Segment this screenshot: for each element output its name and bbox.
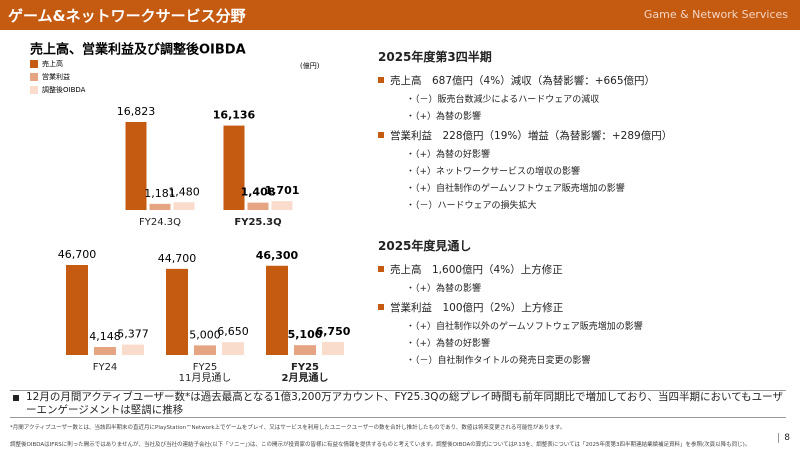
x-tick-label: FY25 2月見通し: [281, 362, 329, 384]
x-tick-label: FY25.3Q: [234, 217, 282, 228]
outlook: 2025年度第3四半期売上高 687億円（4%）減収（為替影響：+665億円） ・…: [378, 48, 788, 392]
note: 12月の月間アクティブユーザー数*は過去最高となる1億3,200万アカウント、F…: [10, 390, 786, 418]
outlook-subitem: ・（+）為替の影響: [406, 112, 482, 122]
page-number: 8: [778, 433, 790, 443]
legend-swatch: [30, 73, 38, 81]
x-tick-label: FY25 11月見通し: [178, 362, 232, 384]
bar: [125, 122, 147, 210]
outlook-subitem: ・（－）自社制作タイトルの発売日変更の影響: [406, 356, 591, 366]
value-label: 1,408: [241, 186, 276, 199]
bar: [122, 344, 144, 355]
value-label: 6,750: [316, 325, 351, 338]
outlook-subitem: ・（+）自社制作以外のゲームソフトウェア販売増加の影響: [406, 322, 643, 332]
outlook-subitem: ・（+）ネットワークサービスの増収の影響: [406, 167, 581, 177]
bar: [223, 125, 245, 210]
bar: [149, 203, 171, 210]
value-label: 5,377: [117, 328, 149, 341]
value-label: 4,148: [89, 330, 121, 343]
value-label: 16,136: [213, 109, 256, 122]
header-subtitle: Game & Network Services: [643, 8, 788, 21]
value-label: 1,701: [265, 184, 300, 197]
value-label: 5,000: [189, 328, 221, 341]
value-label: 16,823: [117, 105, 156, 118]
footnote: *月間アクティブユーザー数とは、当該四半期末の直近月にPlayStation™N…: [10, 425, 566, 431]
legend-label: 調整後OIBDA: [42, 85, 86, 94]
value-label: 1,480: [168, 185, 200, 198]
outlook-section: 2025年度第3四半期売上高 687億円（4%）減収（為替影響：+665億円） ・…: [378, 48, 788, 211]
legend-label: 営業利益: [42, 72, 70, 81]
bar: [271, 201, 293, 210]
outlook-subitem: ・（－）ハードウェアの損失拡大: [406, 201, 537, 211]
bar: [173, 202, 195, 210]
section-heading: 2025年度第3四半期: [378, 50, 492, 64]
chart-title: 売上高、営業利益及び調整後OIBDA: [30, 42, 246, 58]
bar: [194, 345, 216, 355]
value-label: 1,181: [144, 187, 176, 200]
legend-swatch: [30, 60, 38, 68]
header: ゲーム&ネットワークサービス分野 Game & Network Services: [0, 0, 800, 30]
outlook-subitem: ・（－）販売台数減少によるハードウェアの減収: [406, 95, 600, 105]
bar: [94, 347, 116, 355]
footnote: 調整後OIBDAはIFRSに則った開示ではありませんが、当社及び当社の連結子会社…: [10, 442, 751, 448]
value-label: 46,700: [58, 248, 97, 261]
x-tick-label: FY24.3Q: [139, 217, 181, 228]
bar: [222, 342, 244, 355]
legend-label: 売上高: [42, 59, 63, 68]
outlook-section: 2025年度見通し売上高 1,600億円（4%）上方修正・（+）為替の影響営業利…: [378, 237, 788, 366]
bar: [322, 341, 344, 355]
section-heading: 2025年度見通し: [378, 239, 472, 253]
outlook-item: 営業利益 228億円（19%）増益（為替影響：+289億円）: [378, 128, 788, 143]
bar: [66, 265, 88, 355]
outlook-item: 売上高 687億円（4%）減収（為替影響：+665億円）: [378, 73, 788, 88]
bar: [247, 202, 269, 210]
x-tick-label: FY24: [92, 362, 118, 373]
outlook-subitem: ・（+）為替の影響: [406, 284, 482, 294]
value-label: 46,300: [256, 249, 299, 262]
outlook-subitem: ・（+）自社制作のゲームソフトウェア販売増加の影響: [406, 184, 625, 194]
outlook-subitem: ・（+）為替の好影響: [406, 150, 491, 160]
header-title: ゲーム&ネットワークサービス分野: [8, 7, 246, 25]
outlook-item: 営業利益 100億円（2%）上方修正: [378, 300, 788, 315]
value-label: 5,100: [288, 328, 323, 341]
value-label: 44,700: [158, 252, 197, 265]
bar: [266, 265, 288, 355]
outlook-subitem: ・（+）為替の好影響: [406, 339, 491, 349]
outlook-item: 売上高 1,600億円（4%）上方修正: [378, 262, 788, 277]
legend-swatch: [30, 86, 38, 94]
unit-label: (億円): [300, 61, 320, 70]
value-label: 6,650: [217, 325, 249, 338]
bar: [166, 268, 188, 355]
bar: [294, 345, 316, 355]
